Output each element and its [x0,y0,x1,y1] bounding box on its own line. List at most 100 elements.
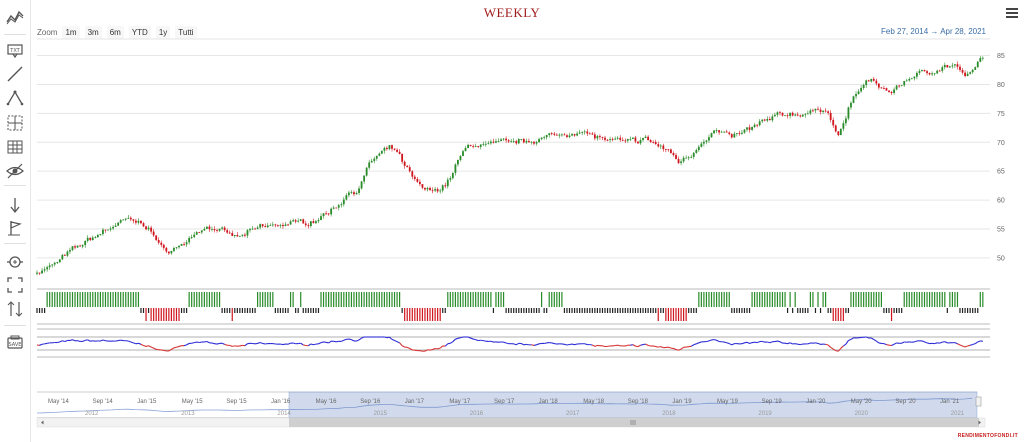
candle[interactable] [837,131,840,136]
candle[interactable] [340,204,343,206]
candle[interactable] [533,141,535,144]
candle[interactable] [391,145,393,149]
candle[interactable] [746,127,748,130]
candle[interactable] [276,225,279,227]
candle[interactable] [457,160,459,165]
candle[interactable] [355,192,358,195]
candle[interactable] [152,231,155,236]
candle[interactable] [269,225,272,226]
candle[interactable] [200,230,203,233]
candle[interactable] [680,161,682,163]
candle[interactable] [568,135,571,137]
candle[interactable] [170,250,173,254]
candle[interactable] [178,245,180,248]
candle[interactable] [776,112,779,115]
candle[interactable] [649,140,652,142]
candle[interactable] [751,126,753,130]
candle[interactable] [317,220,320,222]
candle[interactable] [626,139,629,141]
candle[interactable] [226,230,229,233]
candle[interactable] [233,235,236,237]
candle[interactable] [353,192,355,195]
candle[interactable] [36,272,38,274]
candle[interactable] [718,130,721,133]
candle[interactable] [459,155,462,161]
candle[interactable] [654,142,657,145]
candle[interactable] [735,133,738,134]
candle[interactable] [467,144,469,149]
candle[interactable] [502,138,505,140]
candle[interactable] [315,221,317,224]
candle[interactable] [553,133,556,135]
candle[interactable] [956,64,959,67]
candle[interactable] [492,141,495,143]
candle[interactable] [99,234,102,235]
candle[interactable] [697,146,700,151]
table-grid-icon[interactable] [5,137,25,157]
candle[interactable] [543,137,546,139]
candle[interactable] [834,125,837,132]
candle[interactable] [109,228,112,230]
candle[interactable] [238,235,241,237]
candle[interactable] [771,116,774,121]
candle[interactable] [297,220,300,222]
candle[interactable] [145,226,147,230]
zoom-6m-button[interactable]: 6m [106,26,124,39]
candle[interactable] [857,91,860,95]
candle[interactable] [325,213,327,215]
candle[interactable] [898,85,901,87]
candle[interactable] [188,237,191,243]
candle[interactable] [515,141,518,144]
candle[interactable] [563,134,566,136]
candle[interactable] [860,87,863,92]
candle[interactable] [246,230,249,236]
candle[interactable] [266,225,269,228]
candle[interactable] [195,232,198,235]
candle[interactable] [961,70,964,73]
candle[interactable] [814,108,817,111]
candle[interactable] [368,162,371,168]
candle[interactable] [806,113,809,115]
candle[interactable] [829,112,832,120]
range-to[interactable]: Apr 28, 2021 [940,27,986,36]
candle[interactable] [451,172,454,179]
candle[interactable] [127,217,130,219]
zoom-3m-button[interactable]: 3m [84,26,102,39]
candle[interactable] [773,114,776,117]
candle[interactable] [842,123,845,129]
candle[interactable] [74,246,76,248]
candle[interactable] [43,269,46,271]
candle[interactable] [446,179,449,187]
annotation-label-icon[interactable]: TXT [5,41,25,61]
candle[interactable] [426,187,429,190]
candle[interactable] [294,220,297,222]
candle[interactable] [477,146,480,147]
candle[interactable] [462,151,464,156]
candle[interactable] [53,262,56,265]
candle[interactable] [753,124,756,127]
candle[interactable] [444,185,447,187]
candle[interactable] [393,148,396,150]
candle[interactable] [573,134,576,136]
candle[interactable] [839,128,842,136]
candle[interactable] [522,139,525,143]
candle[interactable] [86,237,89,241]
candle[interactable] [611,139,614,140]
candle[interactable] [279,225,282,226]
candle[interactable] [728,132,731,135]
candle[interactable] [558,134,561,136]
candle[interactable] [175,247,178,249]
candle[interactable] [794,114,797,116]
candle[interactable] [403,161,406,166]
candle[interactable] [254,228,256,230]
candle[interactable] [56,262,59,263]
candle[interactable] [512,141,515,142]
candle[interactable] [264,226,267,228]
candle[interactable] [566,135,568,137]
candle[interactable] [89,237,92,240]
candle[interactable] [134,220,137,223]
candle[interactable] [373,158,376,161]
candle[interactable] [847,107,850,119]
candle[interactable] [69,249,71,252]
candle[interactable] [631,137,634,139]
